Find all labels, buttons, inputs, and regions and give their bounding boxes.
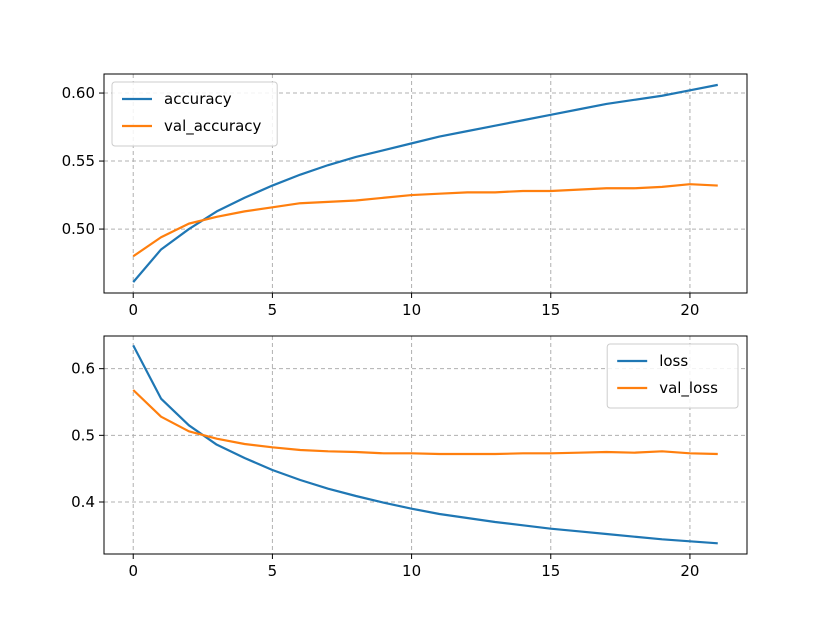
chart-1: 0 5 10 15 20 0.50 0.55 0.60 accuracy val_accuracy bbox=[62, 73, 748, 319]
x-tick-label: 15 bbox=[541, 301, 560, 319]
legend-label-loss: loss bbox=[659, 352, 688, 370]
series-line-val-accuracy bbox=[132, 183, 718, 258]
legend-label-val-loss: val_loss bbox=[659, 379, 718, 398]
axes-frame bbox=[103, 335, 748, 555]
y-tick-label: 0.50 bbox=[62, 220, 95, 238]
x-tick-label: 20 bbox=[680, 562, 699, 580]
x-tick-label: 5 bbox=[268, 301, 278, 319]
y-tick-label: 0.4 bbox=[71, 493, 95, 511]
x-tick-label: 10 bbox=[402, 301, 421, 319]
y-tick-label: 0.6 bbox=[71, 360, 95, 378]
chart-2: 0 5 10 15 20 0.4 0.5 0.6 loss val_loss bbox=[71, 335, 748, 580]
y-tick-label: 0.55 bbox=[62, 152, 95, 170]
series-line-accuracy bbox=[132, 83, 718, 283]
legend: loss val_loss bbox=[606, 343, 739, 409]
legend-box bbox=[111, 81, 278, 147]
legend-label-accuracy: accuracy bbox=[164, 90, 232, 108]
y-tick-label: 0.5 bbox=[71, 426, 95, 444]
x-tick-label: 10 bbox=[402, 562, 421, 580]
series-line-val-loss bbox=[132, 389, 718, 456]
x-tick-label: 0 bbox=[128, 301, 138, 319]
legend-label-val-accuracy: val_accuracy bbox=[164, 117, 262, 136]
x-tick-label: 15 bbox=[541, 562, 560, 580]
x-tick-label: 20 bbox=[680, 301, 699, 319]
x-tick-label: 5 bbox=[268, 562, 278, 580]
legend: accuracy val_accuracy bbox=[111, 81, 278, 147]
y-tick-label: 0.60 bbox=[62, 84, 95, 102]
axes-frame bbox=[103, 73, 748, 294]
series-line-loss bbox=[132, 344, 718, 545]
x-tick-label: 0 bbox=[128, 562, 138, 580]
